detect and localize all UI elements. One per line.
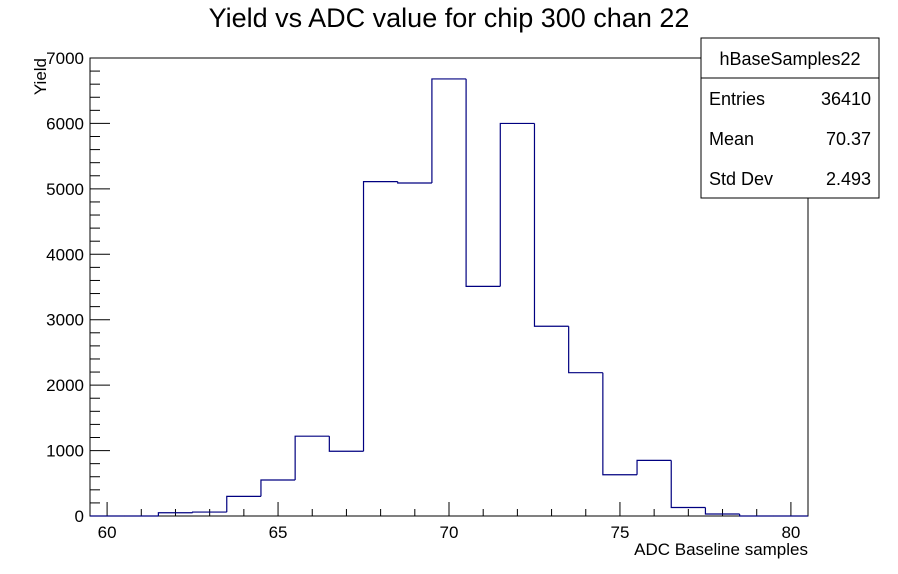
stats-entries-label: Entries <box>709 89 765 109</box>
stats-mean-label: Mean <box>709 129 754 149</box>
x-axis-tick-labels: 60 65 70 75 80 <box>98 523 801 542</box>
y-tick-label: 2000 <box>46 376 84 395</box>
histogram-bin <box>431 78 467 183</box>
histogram-bin <box>260 479 296 497</box>
y-tick-label: 7000 <box>46 49 84 68</box>
histogram-bin <box>191 511 227 513</box>
y-tick-label: 0 <box>75 507 84 526</box>
stats-box: hBaseSamples22 Entries 36410 Mean 70.37 … <box>700 37 880 199</box>
y-axis-tick-labels: 0 1000 2000 3000 4000 5000 6000 7000 <box>46 49 84 526</box>
stats-stddev-value: 2.493 <box>826 169 871 189</box>
stats-box-frame <box>700 37 880 199</box>
histogram-bins <box>90 78 808 517</box>
histogram-bin <box>328 436 364 452</box>
histogram-bin <box>465 78 501 287</box>
histogram-bin <box>157 512 193 516</box>
chart-title: Yield vs ADC value for chip 300 chan 22 <box>209 3 690 33</box>
y-tick-label: 3000 <box>46 311 84 330</box>
x-axis-title: ADC Baseline samples <box>634 540 808 559</box>
histogram-bin <box>568 326 603 374</box>
x-tick-label: 75 <box>610 523 629 542</box>
stats-box-name: hBaseSamples22 <box>719 49 860 69</box>
stats-entries-value: 36410 <box>821 89 871 109</box>
y-tick-label: 6000 <box>46 114 84 133</box>
stats-mean-value: 70.37 <box>826 129 871 149</box>
plot-frame <box>89 57 809 517</box>
y-axis-ticks <box>90 57 110 517</box>
histogram-bin <box>602 372 638 476</box>
x-axis-ticks <box>106 502 792 516</box>
y-tick-label: 4000 <box>46 245 84 264</box>
histogram-bin <box>362 181 398 452</box>
histogram-bin <box>397 181 432 184</box>
histogram-bin <box>226 495 261 513</box>
histogram-bin <box>670 460 706 509</box>
stats-stddev-label: Std Dev <box>709 169 773 189</box>
x-tick-label: 80 <box>781 523 800 542</box>
x-tick-label: 65 <box>269 523 288 542</box>
histogram-bin <box>294 435 330 481</box>
y-axis-title: Yield <box>31 58 50 95</box>
x-tick-label: 70 <box>440 523 459 542</box>
histogram-bin <box>533 123 569 327</box>
y-tick-label: 5000 <box>46 180 84 199</box>
y-tick-label: 1000 <box>46 442 84 461</box>
histogram-bin <box>739 514 774 517</box>
histogram-bin <box>499 122 535 287</box>
histogram-bin <box>704 507 740 515</box>
histogram-bin <box>636 459 672 475</box>
x-tick-label: 60 <box>98 523 117 542</box>
